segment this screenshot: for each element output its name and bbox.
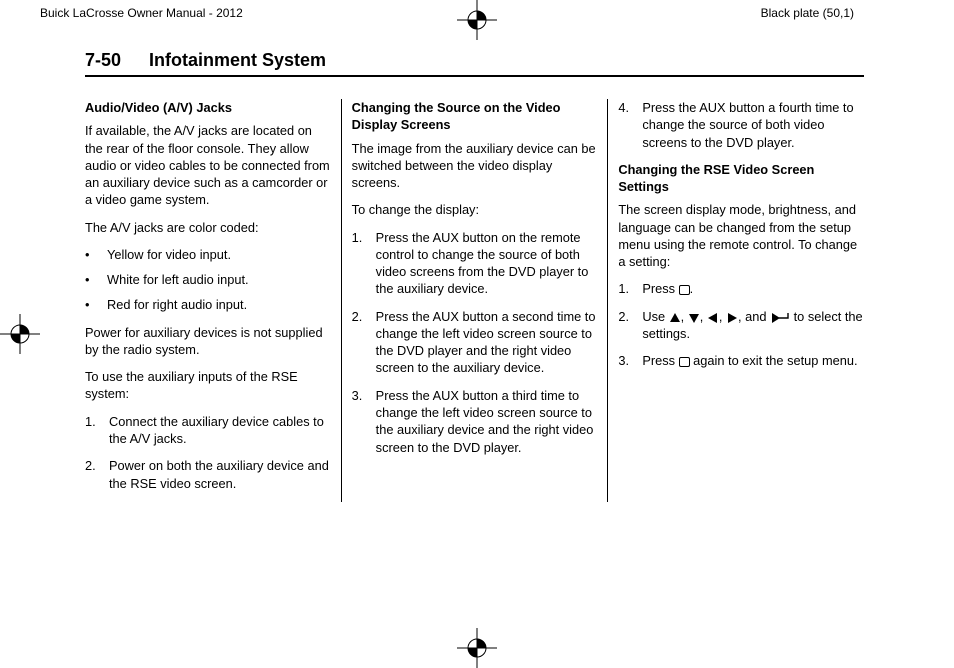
manual-title: Buick LaCrosse Owner Manual - 2012 [40, 6, 243, 20]
step-text: Press the AUX button a fourth time to ch… [642, 99, 864, 151]
body-text: To change the display: [352, 201, 598, 218]
text-fragment: Press [642, 281, 678, 296]
registration-mark-left [0, 314, 40, 354]
column-3: 4.Press the AUX button a fourth time to … [608, 99, 864, 502]
page-number: 7-50 [85, 50, 121, 70]
step-item: 3. Press again to exit the setup menu. [618, 352, 864, 369]
step-item: 1.Press the AUX button on the remote con… [352, 229, 598, 298]
step-item: 3.Press the AUX button a third time to c… [352, 387, 598, 456]
settings-steps: 1. Press . 2. Use , , , , and to select … [618, 280, 864, 369]
step-text: Connect the auxiliary device cables to t… [109, 413, 331, 448]
step-number: 1. [352, 229, 376, 298]
text-fragment: , and [738, 309, 770, 324]
text-fragment: Use [642, 309, 668, 324]
step-number: 1. [618, 280, 642, 297]
left-arrow-icon [707, 311, 719, 323]
text-fragment: Press [642, 353, 678, 368]
display-button-icon [679, 285, 690, 295]
step-text: Press the AUX button a second time to ch… [376, 308, 598, 377]
registration-mark-top [457, 0, 497, 40]
text-fragment: again to exit the setup menu. [690, 353, 858, 368]
color-code-list: •Yellow for video input. •White for left… [85, 246, 331, 314]
rse-settings-heading: Changing the RSE Video Screen Settings [618, 161, 864, 196]
down-arrow-icon [688, 311, 700, 323]
registration-mark-bottom [457, 628, 497, 668]
change-source-heading: Changing the Source on the Video Display… [352, 99, 598, 134]
step-number: 1. [85, 413, 109, 448]
step-text: Press again to exit the setup menu. [642, 352, 857, 369]
list-item-text: Red for right audio input. [107, 296, 247, 313]
bullet-icon: • [85, 246, 107, 263]
section-title: Infotainment System [149, 50, 326, 70]
column-1: Audio/Video (A/V) Jacks If available, th… [85, 99, 342, 502]
body-text: The A/V jacks are color coded: [85, 219, 331, 236]
page-title: 7-50 Infotainment System [85, 50, 864, 77]
step-text: Press the AUX button a third time to cha… [376, 387, 598, 456]
list-item: •Yellow for video input. [85, 246, 331, 263]
display-button-icon [679, 357, 690, 367]
up-arrow-icon [669, 311, 681, 323]
rse-steps: 1.Connect the auxiliary device cables to… [85, 413, 331, 492]
av-jacks-heading: Audio/Video (A/V) Jacks [85, 99, 331, 116]
step-item: 2. Use , , , , and to select the setting… [618, 308, 864, 343]
step-number: 4. [618, 99, 642, 151]
text-fragment: . [690, 281, 694, 296]
bullet-icon: • [85, 296, 107, 313]
column-2: Changing the Source on the Video Display… [342, 99, 609, 502]
step-number: 3. [352, 387, 376, 456]
bullet-icon: • [85, 271, 107, 288]
step-number: 2. [85, 457, 109, 492]
step-item: 4.Press the AUX button a fourth time to … [618, 99, 864, 151]
step-number: 2. [618, 308, 642, 343]
display-steps: 1.Press the AUX button on the remote con… [352, 229, 598, 456]
step-text: Power on both the auxiliary device and t… [109, 457, 331, 492]
right-arrow-icon [726, 311, 738, 323]
step-text: Press the AUX button on the remote contr… [376, 229, 598, 298]
body-text: If available, the A/V jacks are located … [85, 122, 331, 208]
list-item: •Red for right audio input. [85, 296, 331, 313]
body-text: The image from the auxiliary device can … [352, 140, 598, 192]
step-item: 1. Press . [618, 280, 864, 297]
list-item-text: White for left audio input. [107, 271, 249, 288]
list-item-text: Yellow for video input. [107, 246, 231, 263]
step-item: 1.Connect the auxiliary device cables to… [85, 413, 331, 448]
body-text: The screen display mode, brightness, and… [618, 201, 864, 270]
list-item: •White for left audio input. [85, 271, 331, 288]
step-item: 2.Power on both the auxiliary device and… [85, 457, 331, 492]
step-item: 2.Press the AUX button a second time to … [352, 308, 598, 377]
body-text: Power for auxiliary devices is not suppl… [85, 324, 331, 359]
body-text: To use the auxiliary inputs of the RSE s… [85, 368, 331, 403]
enter-icon [770, 311, 790, 323]
plate-info: Black plate (50,1) [761, 6, 854, 20]
step-text: Press . [642, 280, 693, 297]
step-number: 3. [618, 352, 642, 369]
step-number: 2. [352, 308, 376, 377]
step-text: Use , , , , and to select the settings. [642, 308, 864, 343]
display-steps-continued: 4.Press the AUX button a fourth time to … [618, 99, 864, 151]
